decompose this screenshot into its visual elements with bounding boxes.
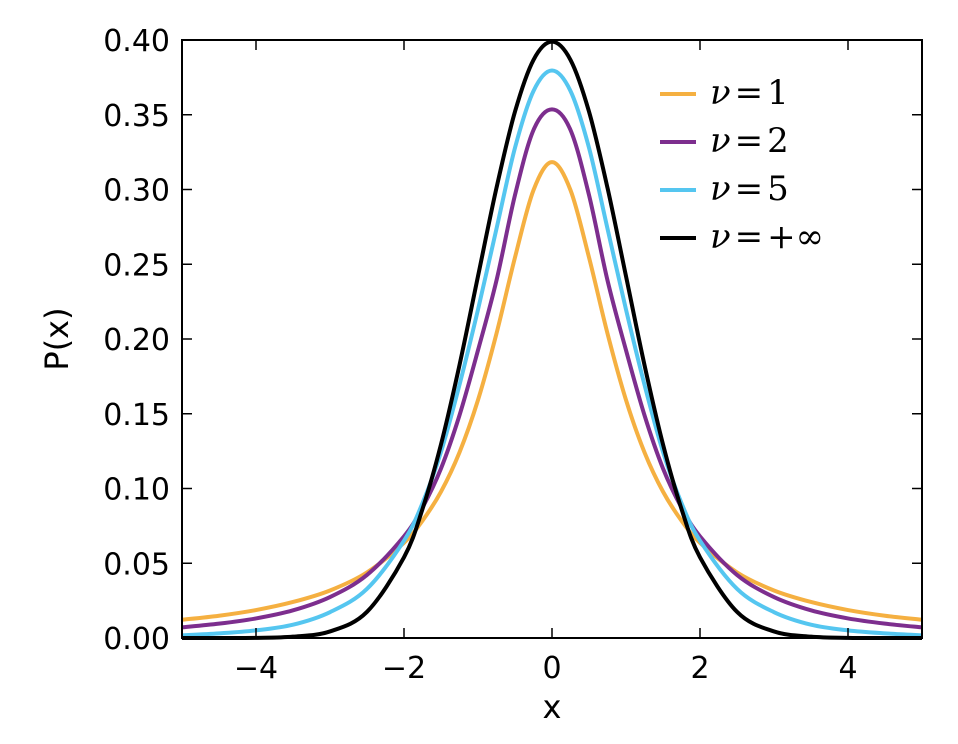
- y-tick-label: 0.10: [103, 473, 170, 508]
- x-tick-label: 0: [542, 651, 561, 686]
- y-tick-label: 0.25: [103, 248, 170, 283]
- x-axis-label: x: [543, 688, 562, 726]
- y-tick-label: 0.20: [103, 323, 170, 358]
- legend-item-3: ν = 5: [660, 169, 789, 209]
- y-axis-label: P(x): [38, 307, 76, 370]
- legend-label: ν = 5: [710, 169, 789, 209]
- legend-label: ν = 2: [710, 121, 789, 161]
- x-tick-label: −2: [382, 651, 426, 686]
- series-layer: [181, 39, 923, 641]
- y-tick-label: 0.30: [103, 174, 170, 209]
- plot-frame: [181, 39, 923, 639]
- series-line-4: [181, 39, 923, 641]
- y-tick-label: 0.15: [103, 398, 170, 433]
- x-tick-label: −4: [234, 651, 278, 686]
- x-tick-label: 2: [690, 651, 709, 686]
- legend-item-1: ν = 1: [660, 73, 789, 113]
- legend-label: ν = +∞: [710, 217, 824, 257]
- legend-item-4: ν = +∞: [660, 217, 824, 257]
- legend-label: ν = 1: [710, 73, 789, 113]
- y-tick-label: 0.35: [103, 99, 170, 134]
- tick-layer: −4 −2 0 2 4 0.00 0.05 0.10 0.15 0.20 0.25 0.30 0.35 0…: [103, 24, 922, 686]
- series-line-2: [181, 107, 923, 630]
- series-line-1: [181, 160, 923, 622]
- x-tick-label: 4: [838, 651, 857, 686]
- y-tick-label: 0.05: [103, 547, 170, 582]
- series-line-3: [181, 68, 923, 638]
- y-tick-label: 0.00: [103, 622, 170, 657]
- legend: ν = 1 ν = 2 ν = 5 ν = +∞: [660, 73, 824, 257]
- legend-item-2: ν = 2: [660, 121, 789, 161]
- y-tick-label: 0.40: [103, 24, 170, 59]
